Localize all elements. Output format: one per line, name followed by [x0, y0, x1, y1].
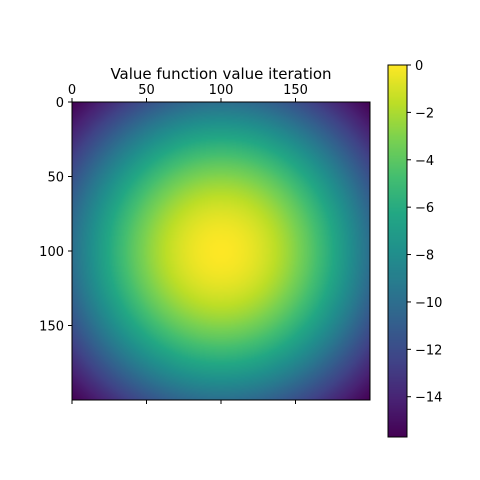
x-tick-label: 50 [138, 83, 155, 98]
colorbar-tick-label: −12 [415, 343, 442, 358]
colorbar-tick-label: −4 [415, 154, 434, 169]
colorbar-gradient [388, 65, 407, 437]
colorbar-tick-label: −10 [415, 296, 442, 311]
y-tick-label: 0 [56, 96, 64, 111]
y-axis: 0 50 100 150 [39, 96, 72, 335]
colorbar-tick-label: −8 [415, 249, 434, 264]
colorbar-tick-label: −14 [415, 391, 442, 406]
y-tick-label: 50 [47, 171, 64, 186]
y-tick-label: 150 [39, 320, 64, 335]
heatmap-image [72, 102, 370, 400]
x-tick-label: 150 [283, 83, 308, 98]
colorbar-tick-label: −6 [415, 201, 434, 216]
colorbar-tick-label: −2 [415, 106, 434, 121]
x-tick-label: 0 [68, 83, 76, 98]
y-tick-label: 100 [39, 245, 64, 260]
colorbar-tick-label: 0 [415, 59, 423, 74]
x-axis-top: 0 50 100 150 [68, 83, 308, 102]
x-axis-bottom [72, 400, 296, 404]
colorbar-axis: 0 −2 −4 −6 −8 −10 −12 −14 [407, 59, 442, 406]
chart-title: Value function value iteration [110, 65, 331, 83]
x-tick-label: 100 [209, 83, 234, 98]
